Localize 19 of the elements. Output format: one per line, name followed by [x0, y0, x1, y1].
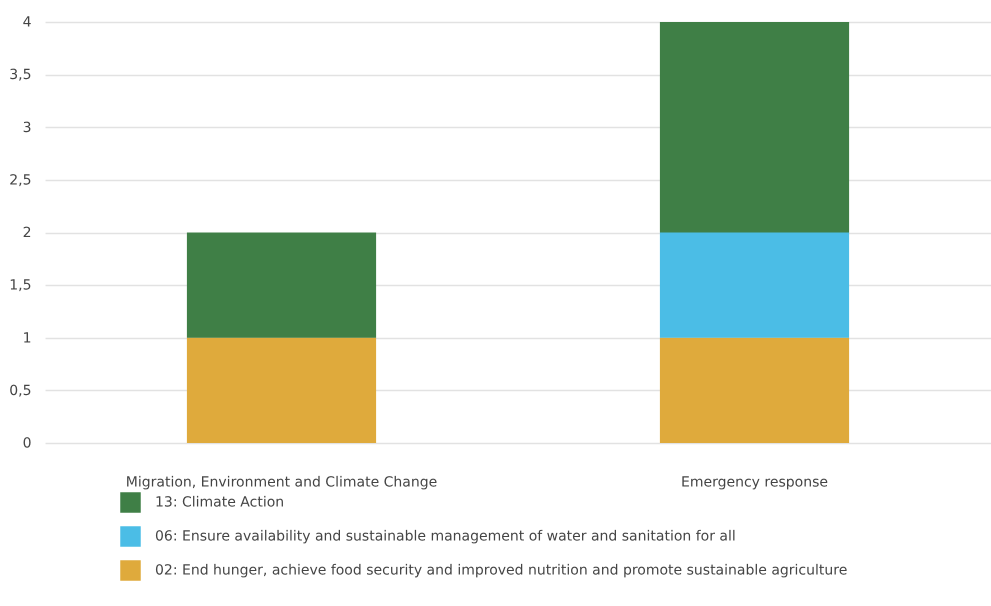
y-tick-label: 0,5 — [9, 382, 32, 399]
x-tick-label: Emergency response — [681, 474, 828, 490]
y-tick-label: 3 — [22, 120, 32, 136]
bar — [660, 338, 850, 443]
y-tick-label: 2,5 — [9, 172, 32, 188]
y-tick-label: 2 — [22, 225, 32, 241]
y-tick-label: 4 — [22, 14, 32, 30]
y-tick-label: 1,5 — [9, 278, 32, 294]
bar — [660, 232, 850, 338]
y-tick-label: 3,5 — [9, 67, 32, 84]
bar — [186, 232, 376, 338]
legend-label: 02: End hunger, achieve food security and improved nutrition and promote sustainable agriculture — [155, 562, 848, 578]
legend-label: 06: Ensure availability and sustainable management of water and sanitation for all — [155, 528, 736, 544]
y-tick-label: 0 — [22, 436, 32, 452]
x-tick-label: Migration, Environment and Climate Change — [126, 474, 438, 490]
y-tick-label: 1 — [22, 330, 32, 346]
bar — [186, 338, 376, 443]
bar — [660, 22, 850, 232]
legend-label: 13: Climate Action — [155, 494, 284, 510]
